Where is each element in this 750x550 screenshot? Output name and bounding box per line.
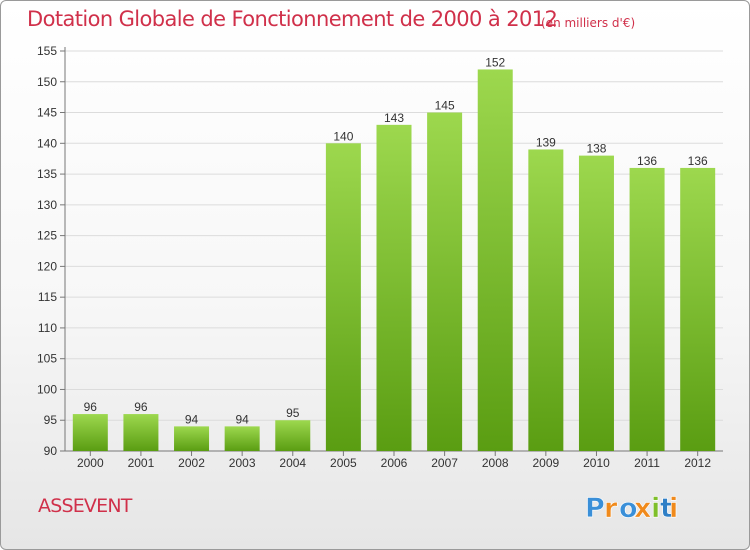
chart-unit: (en milliers d'€) [541,16,636,30]
data-label: 94 [185,412,199,426]
bar-2002 [174,426,210,451]
bar-2012 [680,167,716,451]
y-tick-label: 100 [37,382,57,396]
y-tick-label: 145 [37,106,57,120]
x-tick-label: 2000 [77,456,104,470]
data-label: 136 [637,154,657,168]
data-label: 96 [134,400,148,414]
data-label: 139 [536,135,556,149]
y-tick-label: 140 [37,136,57,150]
data-labels: 96 96 94 94 95 140 143 145 152 139 138 136 136 [84,55,708,426]
x-tick-label: 2003 [229,456,256,470]
x-tick-label: 2006 [381,456,408,470]
data-label: 95 [286,406,300,420]
chart-title: Dotation Globale de Fonctionnement de 20… [27,7,558,31]
data-label: 140 [333,129,353,143]
x-tick-label: 2004 [279,456,306,470]
data-label: 136 [688,154,708,168]
y-tick-label: 95 [44,413,58,427]
data-label: 138 [586,142,606,156]
bars [72,69,716,452]
logo-letter: x [634,493,651,524]
y-tick-label: 110 [38,321,57,335]
x-tick-label: 2002 [178,456,205,470]
bar-2000 [72,414,108,451]
logo-letter: o [619,493,638,524]
x-tick-label: 2012 [684,456,711,470]
data-label: 143 [384,111,404,125]
data-label: 145 [435,99,455,113]
x-tick-label: 2011 [634,456,660,470]
data-label: 152 [485,55,505,69]
logo-letter: i [669,493,678,524]
x-tick-label: 2007 [431,456,458,470]
y-tick-label: 120 [37,259,57,273]
y-tick-label: 150 [37,75,57,89]
x-tick-label: 2001 [128,456,155,470]
bar-2001 [123,414,159,451]
y-tick-label: 155 [37,44,57,58]
bar-2004 [275,420,311,451]
x-tick-label: 2009 [532,456,559,470]
x-tick-label: 2010 [583,456,610,470]
y-tick-label: 125 [37,229,57,243]
y-tick-label: 115 [38,290,57,304]
logo-letter: r [604,493,618,524]
commune-name: ASSEVENT [38,495,132,517]
x-tick-label: 2005 [330,456,357,470]
data-label: 94 [235,412,249,426]
bar-2006 [376,124,412,451]
bar-2011 [629,167,665,451]
axes: 90 95 100 105 110 115 120 125 130 135 140 145 150 155… [37,44,723,470]
y-tick-label: 135 [37,167,57,181]
bar-2007 [427,112,463,452]
y-tick-label: 130 [37,198,57,212]
logo-letter: P [585,493,605,524]
y-tick-label: 90 [44,444,58,458]
bar-2008 [477,69,513,451]
y-tick-label: 105 [37,352,57,366]
data-label: 96 [84,400,98,414]
bar-2009 [528,149,564,451]
logo-letter: t [660,493,673,524]
logo-letter: i [651,493,660,524]
bar-2010 [578,155,614,451]
bar-2005 [325,143,361,452]
x-tick-label: 2008 [482,456,509,470]
bar-2003 [224,426,260,451]
